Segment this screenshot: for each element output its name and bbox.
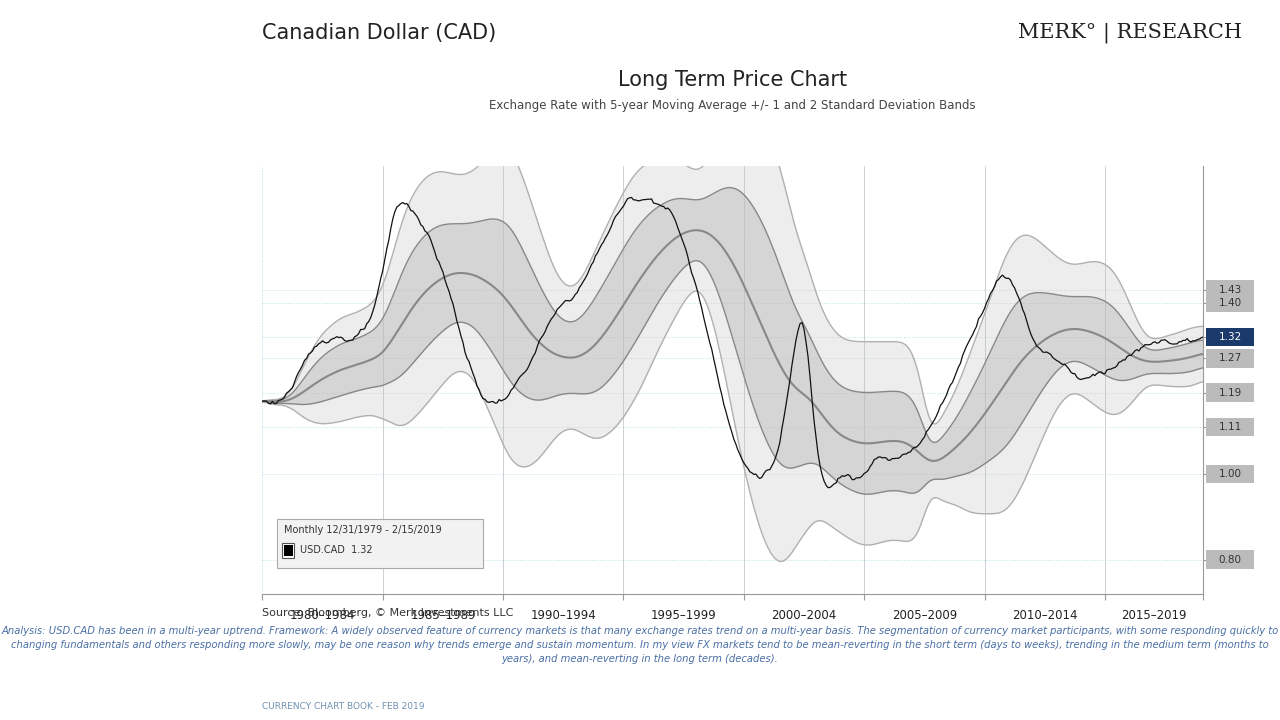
Text: 1.32: 1.32 <box>1219 332 1242 342</box>
Text: 1980–1984: 1980–1984 <box>289 609 356 622</box>
FancyBboxPatch shape <box>276 519 484 568</box>
Text: 1.43: 1.43 <box>1219 285 1242 294</box>
Bar <box>284 545 293 557</box>
Bar <box>282 543 294 557</box>
Text: Analysis: USD.CAD has been in a multi-year uptrend. Framework: A widely observed: Analysis: USD.CAD has been in a multi-ye… <box>1 626 1279 665</box>
Text: 1.40: 1.40 <box>1219 297 1242 307</box>
Text: Exchange Rate with 5-year Moving Average +/- 1 and 2 Standard Deviation Bands: Exchange Rate with 5-year Moving Average… <box>489 99 977 112</box>
Text: MERK° | RESEARCH: MERK° | RESEARCH <box>1018 23 1242 43</box>
Text: Source: Bloomberg, © Merk Investments LLC: Source: Bloomberg, © Merk Investments LL… <box>262 608 513 618</box>
Text: CURRENCY CHART BOOK - FEB 2019: CURRENCY CHART BOOK - FEB 2019 <box>262 703 425 711</box>
Text: 1990–1994: 1990–1994 <box>530 609 596 622</box>
Text: 2015–2019: 2015–2019 <box>1121 609 1187 622</box>
Text: 2005–2009: 2005–2009 <box>892 609 957 622</box>
Text: 2010–2014: 2010–2014 <box>1012 609 1078 622</box>
Text: 1.19: 1.19 <box>1219 387 1242 397</box>
Text: 1995–1999: 1995–1999 <box>650 609 717 622</box>
Text: Canadian Dollar (CAD): Canadian Dollar (CAD) <box>262 23 497 43</box>
Text: Monthly 12/31/1979 - 2/15/2019: Monthly 12/31/1979 - 2/15/2019 <box>284 526 442 536</box>
Text: 2000–2004: 2000–2004 <box>772 609 837 622</box>
Text: 1985–1989: 1985–1989 <box>410 609 476 622</box>
Text: 1.27: 1.27 <box>1219 354 1242 364</box>
Text: Long Term Price Chart: Long Term Price Chart <box>618 70 847 90</box>
Text: USD.CAD  1.32: USD.CAD 1.32 <box>300 545 372 555</box>
Text: 1.11: 1.11 <box>1219 422 1242 432</box>
Text: 0.80: 0.80 <box>1219 554 1242 564</box>
Text: 1.00: 1.00 <box>1219 469 1242 479</box>
